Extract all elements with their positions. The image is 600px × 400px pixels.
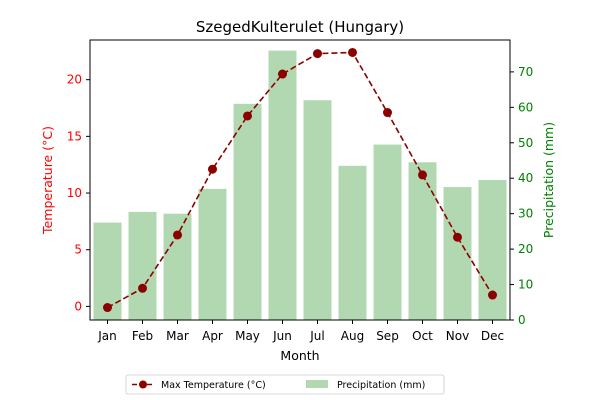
temperature-point-jun <box>278 69 287 79</box>
x-tick-label: Dec <box>481 329 504 343</box>
y-axis-label-left: Temperature (°C) <box>40 126 55 235</box>
left-tick-label: 5 <box>74 243 82 257</box>
right-tick-label: 50 <box>518 136 533 150</box>
precipitation-bar-apr <box>198 188 227 320</box>
legend-box <box>125 374 445 395</box>
right-tick-label: 60 <box>518 100 533 114</box>
temperature-point-aug <box>348 47 357 57</box>
temperature-point-jan <box>103 303 112 313</box>
temperature-point-mar <box>173 230 182 240</box>
legend-label-precipitation: Precipitation (mm) <box>337 380 425 391</box>
x-axis-label: Month <box>280 348 319 363</box>
temperature-point-apr <box>208 164 217 174</box>
x-tick-label: Aug <box>341 329 364 343</box>
left-tick-label: 0 <box>74 299 82 313</box>
temperature-point-oct <box>418 170 427 180</box>
x-tick-label: May <box>235 329 260 343</box>
x-tick-label: Oct <box>412 329 433 343</box>
precipitation-bar-feb <box>128 211 157 320</box>
x-tick-label: Mar <box>166 329 189 343</box>
precipitation-bar-oct <box>408 162 437 320</box>
temperature-point-jul <box>313 49 322 59</box>
right-tick-label: 40 <box>518 171 533 185</box>
x-tick-label: Nov <box>446 329 469 343</box>
precipitation-bar-jul <box>303 100 332 320</box>
left-tick-label: 10 <box>67 186 82 200</box>
precipitation-bar-mar <box>163 213 192 320</box>
x-tick-label: Apr <box>202 329 223 343</box>
left-tick-label: 15 <box>67 129 82 143</box>
precipitation-bar-may <box>233 103 262 320</box>
chart-title: SzegedKulterulet (Hungary) <box>196 18 404 36</box>
x-tick-label: Jan <box>97 329 117 343</box>
temperature-point-dec <box>488 290 497 300</box>
precipitation-bar-sep <box>373 144 402 320</box>
y-axis-label-right: Precipitation (mm) <box>541 122 556 238</box>
right-tick-label: 70 <box>518 65 533 79</box>
temperature-line <box>103 47 497 313</box>
legend-bar-swatch <box>306 380 328 388</box>
right-tick-label: 10 <box>518 278 533 292</box>
legend-line-marker <box>139 380 147 389</box>
x-tick-label: Feb <box>132 329 153 343</box>
right-tick-label: 0 <box>518 313 526 327</box>
x-tick-label: Jun <box>272 329 292 343</box>
plot-frame <box>89 39 511 321</box>
temperature-point-feb <box>138 283 147 293</box>
precipitation-bar-aug <box>338 165 367 320</box>
axes: 0 5 10 15 20 0 10 20 30 40 50 60 70 Jan Feb Mar Apr May Ju… <box>67 39 533 343</box>
legend-label-temperature: Max Temperature (°C) <box>161 380 266 391</box>
temperature-point-may <box>243 111 252 121</box>
legend: Max Temperature (°C) Precipitation (mm) <box>125 374 445 395</box>
x-tick-label: Sep <box>376 329 399 343</box>
right-tick-label: 30 <box>518 207 533 221</box>
x-tick-label: Jul <box>309 329 324 343</box>
temperature-line-path <box>107 51 494 309</box>
precipitation-bars <box>93 50 507 321</box>
right-tick-label: 20 <box>518 242 533 256</box>
temperature-point-sep <box>383 108 392 118</box>
left-tick-label: 20 <box>67 73 82 87</box>
precipitation-bar-jun <box>268 50 297 321</box>
temperature-point-nov <box>453 232 462 242</box>
